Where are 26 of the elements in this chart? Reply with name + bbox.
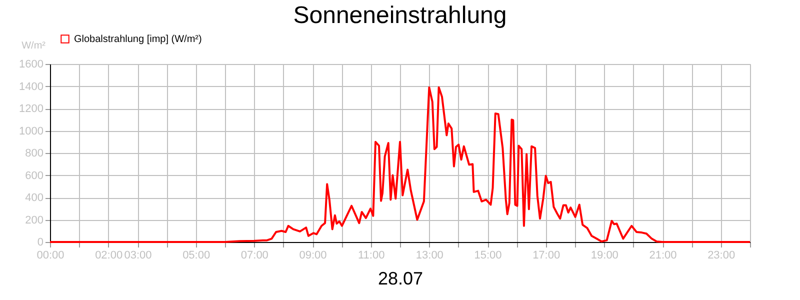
x-axis-title: 28.07: [378, 268, 424, 288]
x-tick-label: 11:00: [358, 250, 385, 262]
y-tick-label: 200: [25, 214, 44, 226]
x-tick-label: 07:00: [240, 250, 268, 262]
x-tick-label: 09:00: [299, 250, 327, 262]
y-tick-label: 800: [25, 148, 44, 160]
x-tick-label: 03:00: [124, 250, 152, 262]
x-tick-label: 02:00: [95, 250, 123, 262]
y-tick-label: 600: [25, 170, 44, 182]
y-axis-title: W/m²: [22, 40, 46, 52]
legend-label: Globalstrahlung [imp] (W/m²): [74, 34, 202, 45]
x-tick-label: 21:00: [649, 250, 677, 262]
x-tick-label: 17:00: [532, 250, 560, 262]
y-tick-label: 1200: [19, 103, 44, 115]
y-tick-label: 0: [37, 236, 44, 248]
x-tick-label: 23:00: [708, 250, 736, 262]
y-tick-label: 400: [25, 192, 44, 204]
y-tick-label: 1400: [19, 80, 44, 93]
x-tick-label: 15:00: [474, 250, 502, 262]
x-tick-label: 13:00: [416, 250, 444, 262]
x-tick-label: 05:00: [182, 250, 210, 262]
y-tick-label: 1000: [19, 125, 44, 138]
x-tick-label: 00:00: [36, 250, 64, 262]
x-tick-label: 19:00: [590, 250, 618, 262]
chart-title: Sonneneinstrahlung: [293, 2, 507, 29]
y-tick-label: 1600: [19, 58, 44, 70]
